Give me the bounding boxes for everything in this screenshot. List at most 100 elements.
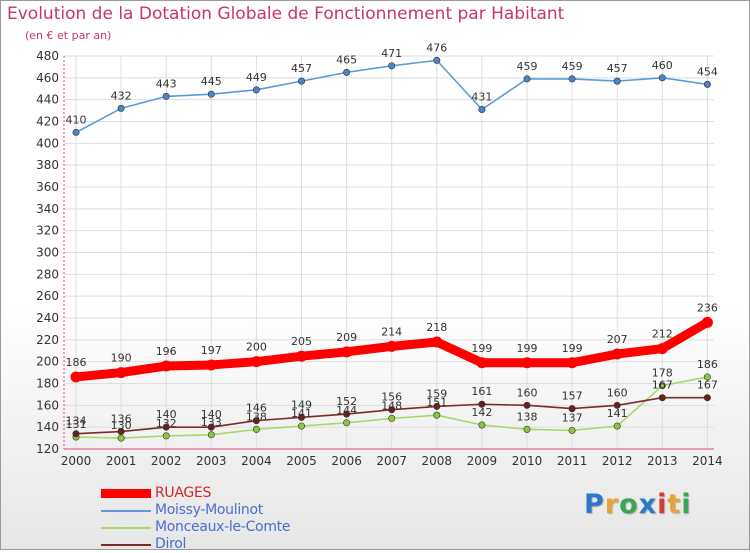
data-label-moissy-moulinot: 454 bbox=[697, 65, 718, 78]
data-point-dirol bbox=[117, 428, 125, 436]
data-point-dirol bbox=[658, 394, 666, 402]
data-point-ruages bbox=[701, 316, 713, 328]
legend-label-moissy-moulinot: Moissy-Moulinot bbox=[155, 502, 263, 518]
y-tick-label: 220 bbox=[36, 333, 59, 347]
x-tick-label: 2002 bbox=[151, 454, 182, 468]
legend-swatch-monceaux-le-comte bbox=[101, 527, 151, 529]
data-label-monceaux-le-comte: 130 bbox=[111, 419, 132, 432]
data-point-moissy-moulinot bbox=[72, 128, 80, 136]
data-point-ruages bbox=[160, 360, 172, 372]
y-tick-label: 400 bbox=[36, 136, 59, 150]
y-tick-label: 300 bbox=[36, 246, 59, 260]
data-point-moissy-moulinot bbox=[658, 74, 666, 82]
data-label-moissy-moulinot: 465 bbox=[336, 53, 357, 66]
x-tick-label: 2008 bbox=[422, 454, 453, 468]
legend-label-dirol: Dirol bbox=[155, 536, 187, 552]
data-label-monceaux-le-comte: 131 bbox=[66, 418, 87, 431]
data-point-moissy-moulinot bbox=[388, 62, 396, 70]
data-label-moissy-moulinot: 432 bbox=[111, 89, 132, 102]
x-tick-label: 2011 bbox=[557, 454, 588, 468]
legend-swatch-ruages bbox=[101, 489, 151, 498]
data-label-dirol: 157 bbox=[562, 390, 583, 403]
data-point-ruages bbox=[656, 343, 668, 355]
y-tick-label: 440 bbox=[36, 93, 59, 107]
data-label-moissy-moulinot: 471 bbox=[381, 47, 402, 60]
data-point-dirol bbox=[72, 430, 80, 438]
data-label-moissy-moulinot: 410 bbox=[66, 113, 87, 126]
data-label-ruages: 207 bbox=[607, 333, 628, 346]
data-point-monceaux-le-comte bbox=[252, 425, 260, 433]
data-label-dirol: 134 bbox=[66, 415, 87, 428]
data-point-monceaux-le-comte bbox=[613, 422, 621, 430]
data-point-ruages bbox=[296, 350, 307, 362]
data-point-moissy-moulinot bbox=[117, 104, 125, 112]
data-point-moissy-moulinot bbox=[162, 92, 170, 100]
data-label-ruages: 199 bbox=[471, 342, 492, 355]
data-label-ruages: 218 bbox=[426, 321, 447, 334]
y-tick-label: 140 bbox=[36, 420, 59, 434]
data-point-ruages bbox=[431, 336, 443, 348]
legend-swatch-moissy-moulinot bbox=[101, 510, 151, 512]
y-tick-label: 200 bbox=[36, 355, 59, 369]
y-tick-label: 260 bbox=[36, 289, 59, 303]
data-label-moissy-moulinot: 459 bbox=[517, 60, 538, 73]
data-label-monceaux-le-comte: 186 bbox=[697, 358, 718, 371]
logo-letter: x bbox=[638, 489, 658, 520]
data-point-moissy-moulinot bbox=[703, 80, 711, 88]
chart-subtitle: (en € et par an) bbox=[25, 29, 112, 42]
y-tick-label: 280 bbox=[36, 267, 59, 281]
data-point-dirol bbox=[207, 423, 215, 431]
data-point-ruages bbox=[205, 359, 217, 371]
data-point-moissy-moulinot bbox=[207, 90, 215, 98]
chart-title: Evolution de la Dotation Globale de Fonc… bbox=[7, 4, 565, 24]
data-point-dirol bbox=[433, 402, 441, 410]
data-point-moissy-moulinot bbox=[433, 56, 441, 64]
data-point-dirol bbox=[568, 405, 576, 413]
data-label-ruages: 212 bbox=[652, 328, 673, 341]
data-label-moissy-moulinot: 457 bbox=[607, 62, 628, 75]
y-tick-label: 340 bbox=[36, 202, 59, 216]
data-label-ruages: 209 bbox=[336, 331, 357, 344]
data-label-dirol: 160 bbox=[607, 386, 628, 399]
data-label-dirol: 161 bbox=[471, 385, 492, 398]
data-point-dirol bbox=[703, 394, 711, 402]
data-point-dirol bbox=[388, 406, 396, 414]
data-label-dirol: 159 bbox=[426, 387, 447, 400]
logo-letter: o bbox=[619, 489, 639, 520]
data-label-ruages: 199 bbox=[562, 342, 583, 355]
data-label-ruages: 199 bbox=[517, 342, 538, 355]
data-label-dirol: 156 bbox=[381, 391, 402, 404]
data-label-monceaux-le-comte: 178 bbox=[652, 367, 673, 380]
data-label-monceaux-le-comte: 138 bbox=[517, 410, 538, 423]
x-tick-label: 2012 bbox=[602, 454, 633, 468]
y-tick-label: 360 bbox=[36, 180, 59, 194]
data-point-monceaux-le-comte bbox=[297, 422, 305, 430]
x-tick-label: 2003 bbox=[196, 454, 227, 468]
data-label-dirol: 140 bbox=[201, 408, 222, 421]
data-label-dirol: 167 bbox=[697, 379, 718, 392]
data-point-dirol bbox=[297, 413, 305, 421]
data-point-dirol bbox=[523, 401, 531, 409]
data-point-ruages bbox=[386, 340, 398, 352]
y-tick-label: 480 bbox=[36, 49, 59, 63]
data-point-monceaux-le-comte bbox=[343, 419, 351, 427]
data-label-moissy-moulinot: 449 bbox=[246, 71, 267, 84]
x-tick-label: 2005 bbox=[286, 454, 317, 468]
x-tick-label: 2014 bbox=[692, 454, 723, 468]
data-point-monceaux-le-comte bbox=[703, 373, 711, 381]
data-point-ruages bbox=[476, 357, 488, 369]
data-label-ruages: 205 bbox=[291, 335, 312, 348]
data-label-ruages: 236 bbox=[697, 301, 718, 314]
data-point-ruages bbox=[250, 356, 262, 368]
data-point-dirol bbox=[478, 400, 486, 408]
x-tick-label: 2007 bbox=[376, 454, 407, 468]
x-tick-label: 2009 bbox=[467, 454, 498, 468]
data-point-monceaux-le-comte bbox=[433, 411, 441, 419]
proxiti-logo: Proxiti bbox=[584, 489, 692, 520]
data-label-dirol: 136 bbox=[111, 413, 132, 426]
data-label-moissy-moulinot: 445 bbox=[201, 75, 222, 88]
data-label-ruages: 197 bbox=[201, 344, 222, 357]
y-tick-label: 120 bbox=[36, 442, 59, 456]
